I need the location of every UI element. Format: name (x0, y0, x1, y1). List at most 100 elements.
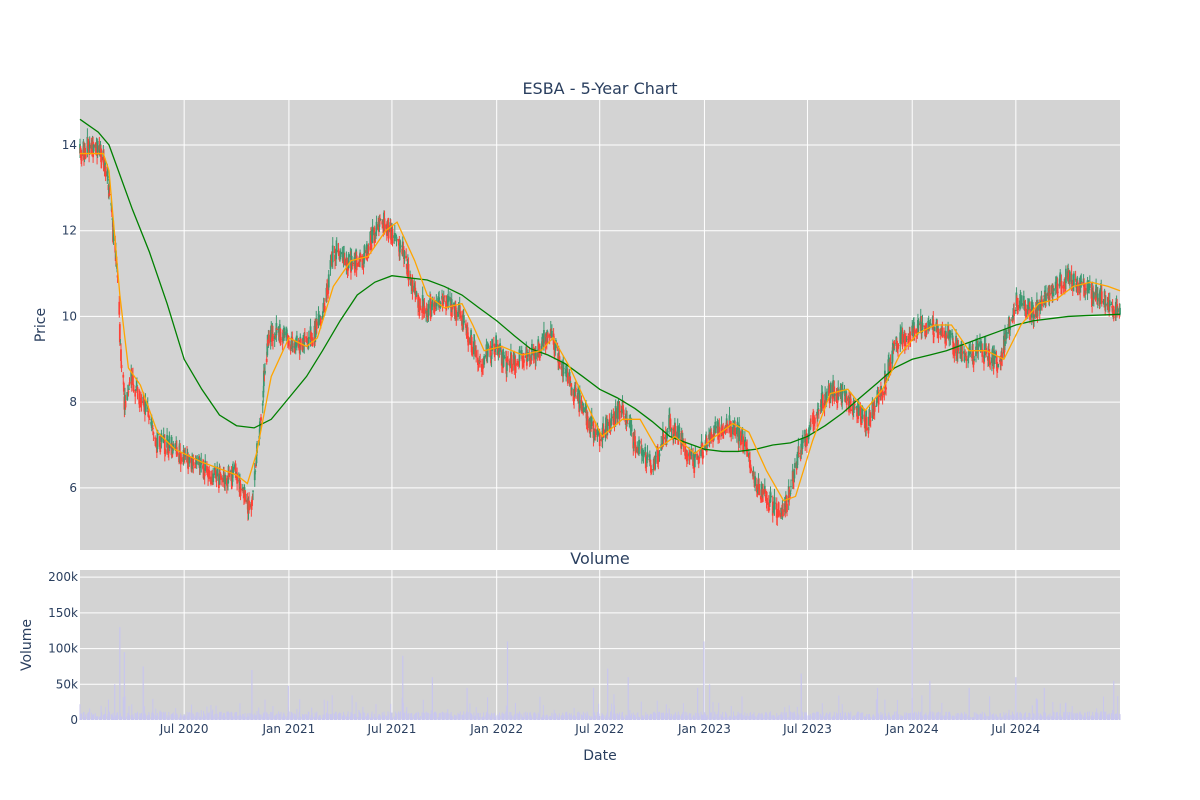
candle-body (182, 450, 185, 462)
candle-body (233, 464, 236, 470)
candle-body (377, 223, 380, 231)
candle-body (170, 437, 173, 451)
candle-body (697, 456, 700, 458)
x-tick-label: Jul 2024 (990, 722, 1040, 736)
candle-body (752, 470, 755, 478)
candle-body (662, 434, 665, 440)
volume-y-tick-label: 100k (48, 642, 78, 656)
candle-body (394, 234, 397, 237)
candle-body (725, 418, 728, 429)
candle-body (447, 295, 450, 302)
candle-body (473, 341, 475, 355)
candle-body (816, 413, 819, 419)
candle-body (315, 321, 318, 329)
candle-body (807, 429, 810, 440)
candle-body (188, 457, 191, 464)
candle-body (202, 467, 205, 479)
candle-body (963, 351, 965, 354)
candle-body (606, 421, 609, 431)
candle-body (829, 395, 832, 403)
candlestick-series (79, 128, 1121, 526)
candle-body (401, 248, 404, 255)
candle-body (1043, 295, 1046, 298)
candle-body (435, 302, 438, 307)
candle-body (199, 459, 202, 469)
candle-body (773, 505, 775, 511)
candle-body (127, 391, 130, 393)
candle-body (581, 410, 583, 414)
candle-body (893, 342, 896, 344)
candle-body (1059, 279, 1062, 281)
candle-body (1055, 277, 1058, 286)
candle-body (226, 483, 229, 488)
candle-body (1091, 296, 1094, 306)
candle-body (650, 465, 652, 473)
candle-body (778, 510, 780, 516)
candle-body (762, 488, 764, 495)
candle-body (148, 419, 151, 421)
candle-body (234, 468, 237, 471)
candle-body (457, 306, 460, 315)
candle-body (397, 239, 400, 242)
candle-body (399, 245, 402, 248)
candle-body (262, 370, 265, 387)
candle-body (1033, 314, 1035, 319)
candle-body (1104, 303, 1107, 306)
candle-body (99, 144, 102, 151)
candle-body (626, 419, 629, 421)
candle-body (750, 468, 753, 471)
candle-body (471, 346, 474, 356)
candle-body (806, 434, 808, 446)
candle-body (817, 409, 820, 411)
candle-body (268, 334, 270, 344)
candle-body (979, 346, 982, 348)
candle-body (566, 368, 569, 372)
candle-body (183, 454, 186, 459)
candle-body (681, 438, 684, 443)
candle-body (465, 323, 467, 328)
candle-body (200, 460, 203, 465)
candle-body (1072, 273, 1075, 286)
candle-body (442, 304, 445, 306)
candle-body (1107, 302, 1109, 305)
candle-body (454, 305, 457, 310)
candle-body (678, 426, 681, 432)
candle-body (604, 429, 607, 435)
candle-body (255, 455, 258, 464)
candle-body (395, 236, 398, 241)
candle-body (96, 140, 99, 153)
candle-body (740, 440, 743, 445)
candle-body (1092, 292, 1095, 299)
candle-body (702, 455, 705, 458)
candle-body (184, 454, 187, 457)
candle-body (1028, 303, 1031, 305)
candle-body (817, 407, 820, 410)
candle-body (335, 243, 338, 253)
x-tick-label: Jan 2022 (469, 722, 523, 736)
candle-body (864, 420, 866, 425)
candle-body (935, 318, 938, 325)
candle-body (872, 409, 875, 415)
candle-body (1074, 278, 1077, 280)
candle-body (132, 375, 134, 385)
candle-body (1011, 319, 1014, 322)
candle-body (79, 147, 82, 155)
candle-body (668, 414, 671, 430)
candle-body (1108, 301, 1111, 312)
candle-body (825, 391, 828, 399)
candle-body (605, 417, 607, 431)
volume-y-tick-labels: 0 50k 100k 150k 200k (48, 570, 78, 727)
candle-body (301, 345, 304, 352)
candle-body (782, 509, 784, 517)
candle-body (964, 355, 967, 357)
candle-body (343, 253, 346, 256)
candle-body (230, 471, 233, 482)
candle-body (259, 419, 262, 423)
candle-body (869, 412, 872, 426)
candle-body (907, 337, 910, 340)
candle-body (961, 352, 964, 354)
candle-body (103, 156, 105, 172)
candle-body (700, 449, 702, 457)
candle-body (984, 343, 987, 352)
candle-body (656, 447, 659, 464)
